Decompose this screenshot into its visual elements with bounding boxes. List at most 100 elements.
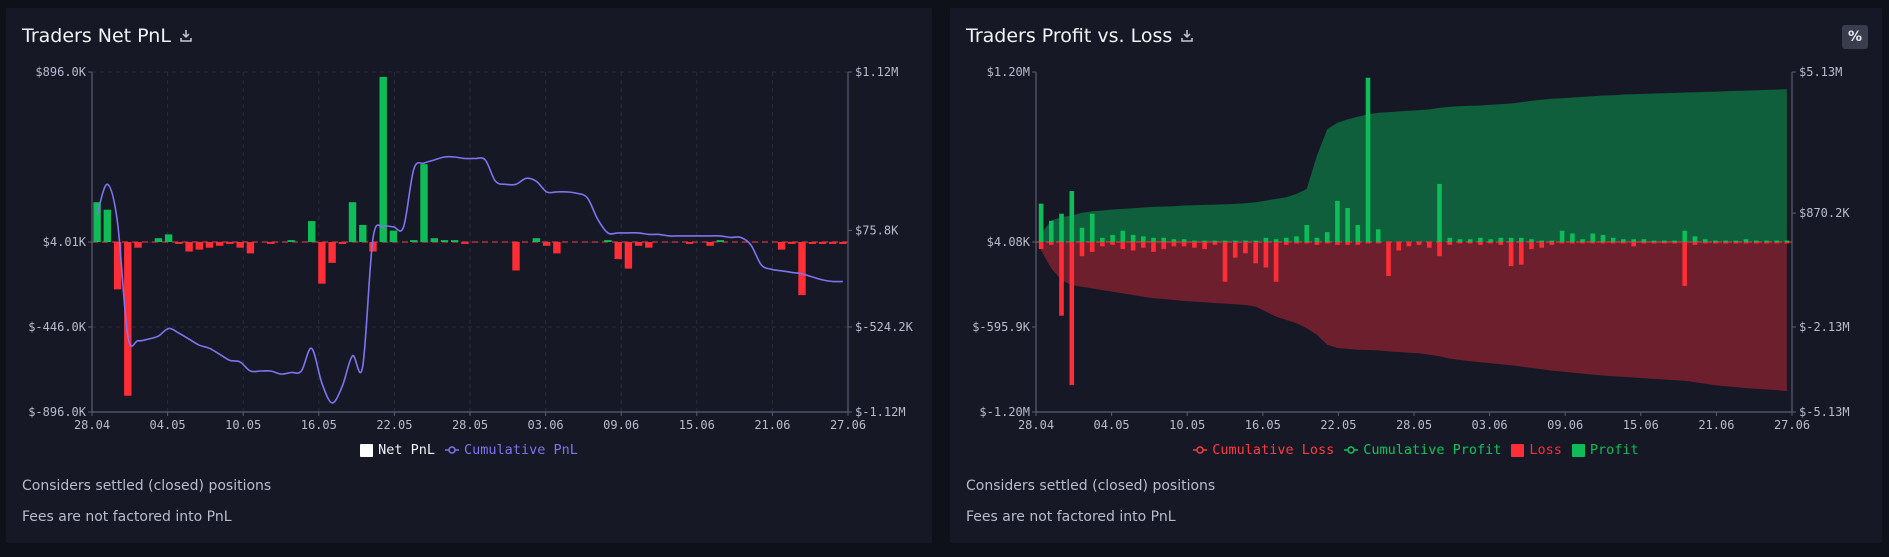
legend-swatch	[1571, 443, 1585, 457]
bar	[645, 242, 653, 248]
bar	[1631, 239, 1636, 242]
bar	[1478, 242, 1483, 245]
bar	[1610, 242, 1616, 244]
bar	[348, 202, 357, 242]
x-tick-label: 28.05	[452, 418, 488, 432]
legend-item-loss[interactable]: Loss	[1511, 442, 1562, 458]
y-tick-label-left: $-896.0K	[28, 405, 87, 419]
bar	[1733, 240, 1739, 242]
bar	[1570, 242, 1575, 244]
bar	[1457, 242, 1463, 244]
bar	[1212, 242, 1218, 245]
bar	[1427, 242, 1432, 248]
x-tick-label: 16.05	[301, 418, 337, 432]
legend-item-profit[interactable]: Profit	[1571, 442, 1639, 458]
bar	[1130, 234, 1136, 242]
x-tick-label: 09.06	[1547, 418, 1583, 432]
bar	[1570, 233, 1575, 242]
bar	[788, 242, 796, 244]
bar	[1774, 240, 1779, 242]
legend-item-cumulative-loss[interactable]: Cumulative Loss	[1193, 442, 1334, 458]
bar	[308, 221, 316, 242]
bar	[205, 242, 214, 248]
bar	[410, 240, 418, 242]
bar	[1284, 237, 1289, 242]
legend-label: Cumulative PnL	[464, 442, 578, 458]
percent-toggle-button[interactable]: %	[1842, 25, 1868, 49]
y-tick-label-right: $5.13M	[1799, 65, 1842, 79]
bar	[1447, 237, 1453, 242]
bar	[1192, 240, 1197, 242]
legend-item-net-pnl[interactable]: Net PnL	[360, 442, 435, 458]
bar	[1069, 191, 1075, 242]
legend-item-cumulative-profit[interactable]: Cumulative Profit	[1344, 442, 1501, 458]
x-tick-label: 27.06	[830, 418, 866, 432]
bar	[1181, 242, 1187, 247]
legend-swatch	[360, 443, 374, 457]
legend-label: Loss	[1529, 442, 1562, 458]
y-tick-label-left: $-1.20M	[979, 405, 1030, 419]
bar	[1386, 242, 1391, 276]
bar	[1130, 242, 1136, 251]
bar	[1151, 237, 1156, 242]
bar	[1375, 229, 1381, 243]
bars-loss	[1038, 242, 1790, 386]
bar	[1110, 234, 1115, 242]
legend-line-marker	[1193, 446, 1208, 454]
note-fees: Fees are not factored into PnL	[966, 509, 1176, 525]
bar	[1713, 242, 1718, 244]
x-tick-label: 28.04	[1018, 418, 1054, 432]
bar	[1365, 242, 1371, 244]
bar	[716, 240, 724, 242]
bar	[553, 242, 561, 254]
bar	[542, 242, 551, 246]
legend-label: Net PnL	[378, 442, 436, 458]
bar	[328, 242, 336, 263]
bar	[246, 242, 255, 254]
y-tick-label-left: $-446.0K	[28, 320, 87, 334]
bar	[1641, 242, 1647, 244]
bar	[1324, 242, 1330, 244]
x-tick-label: 22.05	[376, 418, 412, 432]
bar	[1324, 232, 1330, 242]
bar	[1702, 239, 1708, 242]
x-tick-label: 21.06	[1698, 418, 1734, 432]
bar	[461, 242, 469, 244]
y-tick-label-right: $75.8K	[855, 223, 899, 237]
bar	[1161, 237, 1166, 242]
download-icon[interactable]	[1180, 29, 1194, 43]
bar	[1753, 240, 1759, 242]
bar	[1662, 242, 1667, 244]
profit-loss-title-row: Traders Profit vs. Loss	[966, 25, 1194, 47]
bar	[1335, 200, 1340, 242]
legend-line-marker	[1344, 446, 1359, 454]
legend-item-cumulative-pnl[interactable]: Cumulative PnL	[445, 442, 578, 458]
note-settled: Considers settled (closed) positions	[966, 478, 1216, 494]
bar	[1610, 237, 1616, 242]
bar	[1559, 242, 1565, 244]
bar	[1089, 242, 1095, 252]
bar	[195, 242, 203, 250]
x-tick-label: 28.05	[1396, 418, 1432, 432]
bar	[1059, 242, 1064, 316]
bar	[839, 242, 847, 244]
bar	[420, 164, 428, 242]
bars-net-pnl	[93, 76, 847, 396]
bar	[614, 242, 622, 260]
legend-label: Profit	[1589, 442, 1639, 458]
bar	[1232, 242, 1238, 258]
bar	[1396, 242, 1401, 251]
bar	[829, 242, 837, 244]
bar	[1263, 242, 1269, 268]
bar	[1365, 77, 1371, 242]
bar	[1345, 242, 1350, 245]
download-icon[interactable]	[179, 29, 193, 43]
bar	[1355, 242, 1361, 245]
bar	[1784, 240, 1790, 242]
x-tick-label: 28.04	[74, 418, 110, 432]
profit-loss-chart[interactable]: $1.20M $4.08K $-595.9K $-1.20M $5.13M $870.2K…	[950, 8, 1882, 438]
net-pnl-chart[interactable]: $896.0K $4.01K $-446.0K $-896.0K $1.12M $75.8…	[6, 8, 932, 438]
bar	[1743, 239, 1749, 242]
bar	[1406, 242, 1412, 247]
bar	[1161, 242, 1166, 250]
